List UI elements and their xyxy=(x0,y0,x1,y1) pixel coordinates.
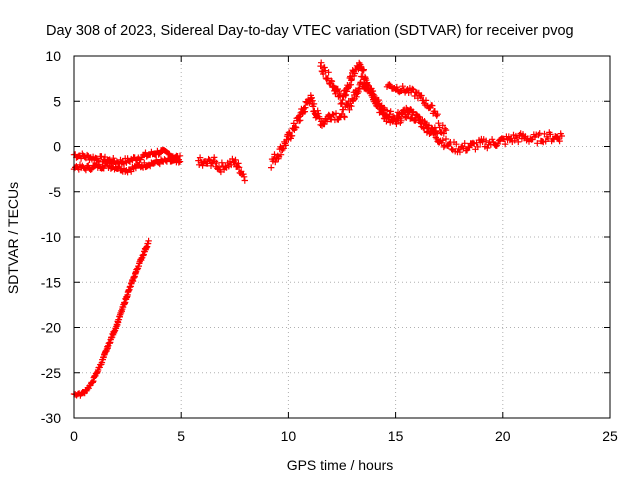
y-tick-label: -5 xyxy=(49,184,62,200)
x-tick-label: 10 xyxy=(281,428,297,444)
data-points xyxy=(317,59,565,156)
y-tick-label: -20 xyxy=(41,320,61,336)
y-tick-label: 10 xyxy=(45,48,61,64)
series-band-d xyxy=(317,59,565,156)
y-tick-label: 0 xyxy=(53,139,61,155)
chart-title: Day 308 of 2023, Sidereal Day-to-day VTE… xyxy=(46,23,574,39)
series-band-e xyxy=(383,81,441,119)
x-tick-label: 0 xyxy=(70,428,78,444)
data-points xyxy=(383,81,441,119)
y-tick-label: 5 xyxy=(53,93,61,109)
x-tick-label: 5 xyxy=(177,428,185,444)
y-tick-label: -25 xyxy=(41,365,61,381)
x-tick-label: 15 xyxy=(388,428,404,444)
series-band-b xyxy=(195,154,248,184)
x-tick-label: 25 xyxy=(602,428,618,444)
y-tick-label: -30 xyxy=(41,410,61,426)
y-tick-label: -15 xyxy=(41,274,61,290)
tick-layer: 0 5 10 15 20 25 -30 -25 -20 -15 -10 -5 0 5 10 xyxy=(41,48,618,444)
y-axis-label: SDTVAR / TECUs xyxy=(5,182,21,294)
data-points xyxy=(195,154,248,184)
x-axis-label: GPS time / hours xyxy=(287,457,394,473)
y-tick-label: -10 xyxy=(41,229,61,245)
x-tick-label: 20 xyxy=(495,428,511,444)
